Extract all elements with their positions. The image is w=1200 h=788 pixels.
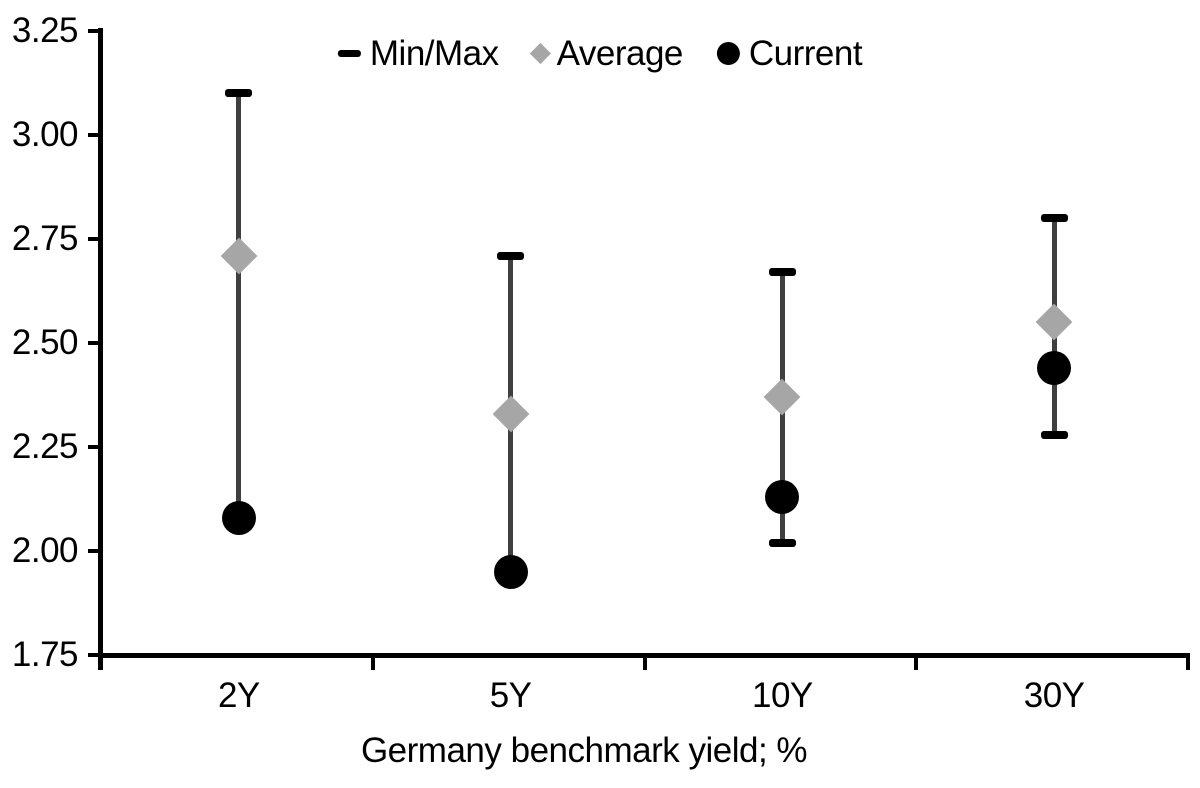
average-marker bbox=[1035, 303, 1073, 341]
average-marker bbox=[220, 237, 258, 275]
x-tick-label: 30Y bbox=[1023, 676, 1085, 715]
minmax-cap-max bbox=[497, 251, 525, 260]
current-marker bbox=[493, 554, 528, 589]
y-axis-tick bbox=[88, 549, 98, 553]
legend-item-current: Current bbox=[716, 34, 863, 73]
y-tick-label: 1.75 bbox=[11, 635, 79, 674]
y-axis-tick bbox=[88, 133, 98, 137]
circle-legend-icon bbox=[716, 42, 740, 65]
y-tick-label: 2.25 bbox=[11, 427, 79, 466]
y-tick-label: 3.25 bbox=[11, 11, 79, 50]
legend-label: Min/Max bbox=[369, 34, 499, 73]
average-marker bbox=[763, 378, 801, 416]
minmax-cap-max bbox=[768, 268, 796, 277]
current-marker bbox=[221, 500, 256, 535]
minmax-range-line bbox=[236, 93, 242, 518]
x-tick-label: 10Y bbox=[751, 676, 813, 715]
y-axis-tick bbox=[88, 29, 98, 33]
legend-label: Current bbox=[748, 34, 863, 73]
legend-label: Average bbox=[556, 34, 684, 73]
chart-legend: Min/Max Average Current bbox=[337, 34, 863, 73]
y-axis-tick bbox=[88, 653, 98, 657]
y-tick-label: 2.00 bbox=[11, 531, 79, 570]
dash-legend-icon bbox=[337, 50, 361, 57]
minmax-cap-min bbox=[768, 538, 796, 547]
x-axis-title: Germany benchmark yield; % bbox=[360, 731, 808, 770]
minmax-cap-max bbox=[225, 89, 253, 98]
y-axis-line bbox=[98, 28, 103, 670]
y-axis-tick bbox=[88, 237, 98, 241]
minmax-cap-max bbox=[1040, 214, 1068, 223]
x-axis-tick bbox=[914, 658, 919, 670]
y-axis-tick bbox=[88, 341, 98, 345]
legend-item-min-max: Min/Max bbox=[337, 34, 499, 73]
y-tick-label: 2.75 bbox=[11, 219, 79, 258]
diamond-legend-icon bbox=[529, 42, 551, 65]
y-axis-tick bbox=[88, 445, 98, 449]
y-tick-label: 3.00 bbox=[11, 115, 79, 154]
x-axis-line bbox=[98, 653, 1190, 658]
current-marker bbox=[765, 479, 800, 514]
y-tick-label: 2.50 bbox=[11, 323, 79, 362]
current-marker bbox=[1037, 350, 1072, 385]
average-marker bbox=[492, 395, 530, 433]
legend-item-average: Average bbox=[529, 34, 684, 73]
x-tick-label: 5Y bbox=[489, 676, 532, 715]
x-axis-tick bbox=[1186, 658, 1190, 670]
x-axis-tick bbox=[370, 658, 375, 670]
x-axis-tick bbox=[642, 658, 647, 670]
x-tick-label: 2Y bbox=[217, 676, 260, 715]
minmax-cap-min bbox=[1040, 430, 1068, 439]
